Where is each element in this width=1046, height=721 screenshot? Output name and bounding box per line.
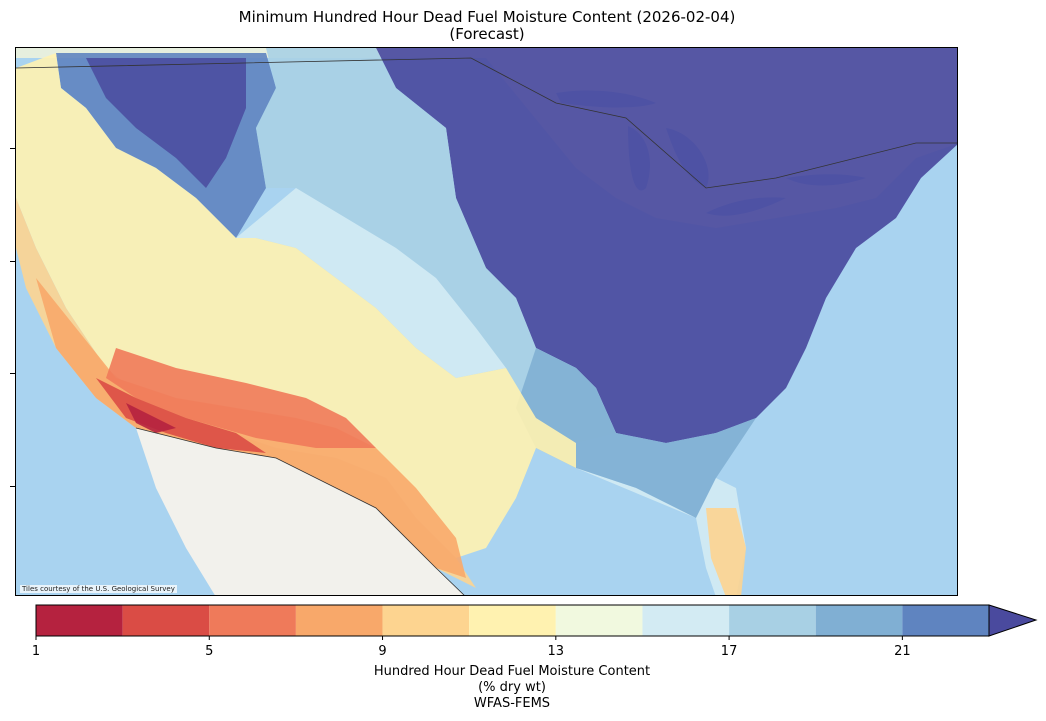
map-subtitle: (Forecast) [449, 25, 525, 43]
fuel-moisture-map [16, 48, 957, 595]
colorbar-unit: (% dry wt) [478, 680, 546, 695]
colorbar-bin [815, 605, 903, 636]
colorbar-tick-label: 9 [378, 644, 387, 659]
colorbar-source: WFAS-FEMS [473, 696, 551, 711]
mexico-land [136, 428, 464, 595]
y-tick [10, 261, 15, 262]
colorbar-tick-label: 21 [894, 644, 911, 659]
colorbar-tick-label: 13 [547, 644, 565, 659]
zone-5-7 [106, 348, 376, 448]
colorbar-bin [902, 605, 989, 636]
zone-17-19-plains [256, 48, 616, 443]
zone-3-5 [96, 378, 266, 453]
colorbar-extend-arrow [988, 604, 1038, 637]
colorbar-label: Hundred Hour Dead Fuel Moisture Content [373, 664, 651, 679]
map-title: Minimum Hundred Hour Dead Fuel Moisture … [238, 8, 736, 26]
map-attribution: Tiles courtesy of the U.S. Geological Su… [20, 585, 177, 593]
colorbar-tick-label: 17 [720, 644, 738, 659]
zone-21-plus-northwest [86, 58, 246, 188]
map-panel[interactable]: Tiles courtesy of the U.S. Geological Su… [15, 47, 958, 596]
colorbar-bin [642, 605, 730, 636]
colorbar-bin [729, 605, 816, 636]
colorbar-outline [35, 604, 990, 637]
colorbar-bin [122, 605, 210, 636]
colorbar-bin [555, 605, 643, 636]
us-canada-border [16, 57, 957, 189]
y-tick [10, 148, 15, 149]
y-tick [10, 486, 15, 487]
colorbar-bin [36, 605, 123, 636]
us-mexico-border [135, 427, 465, 595]
zone-15-17 [236, 188, 506, 378]
zone-1-3 [126, 403, 176, 433]
zone-11-13-west [16, 53, 576, 558]
y-tick [10, 373, 15, 374]
colorbar-bin [469, 605, 556, 636]
zone-florida [706, 508, 746, 595]
colorbar-tick-label: 1 [31, 644, 41, 659]
colorbar-bin [382, 605, 470, 636]
colorbar-bin [209, 605, 296, 636]
colorbar-tick-label: 5 [205, 644, 214, 659]
colorbar-bin [295, 605, 383, 636]
zone-21-plus-east [376, 48, 957, 443]
zone-19-21-southeast [516, 348, 756, 518]
